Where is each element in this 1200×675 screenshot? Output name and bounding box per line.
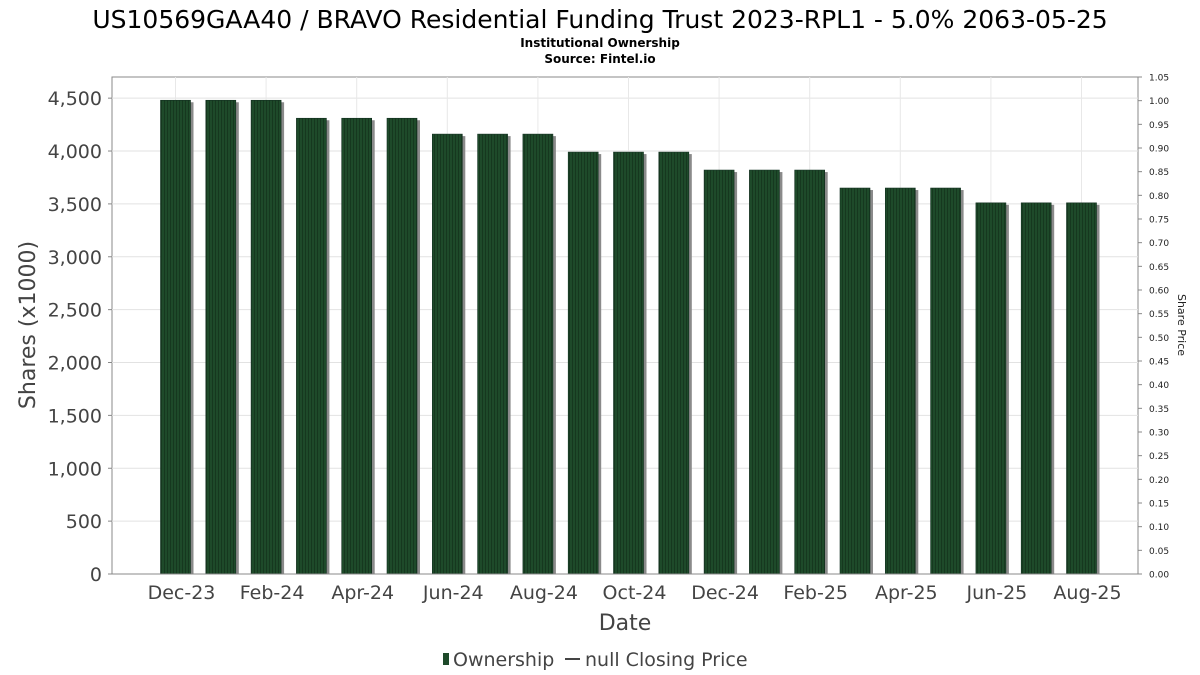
ownership-bar xyxy=(703,169,735,575)
ownership-bar xyxy=(341,117,373,575)
y2-tick-label: 0.40 xyxy=(1149,381,1169,391)
x-tick-label: Dec-23 xyxy=(148,582,216,604)
chart-subtitle-line-2: Source: Fintel.io xyxy=(544,52,655,66)
ownership-bar xyxy=(658,151,690,575)
y-tick-label: 500 xyxy=(66,511,102,533)
x-tick-label: Feb-25 xyxy=(783,582,848,604)
y2-tick-label: 0.15 xyxy=(1149,500,1169,510)
ownership-bar xyxy=(250,99,282,575)
ownership-bar xyxy=(884,187,916,575)
y-tick-label: 2,500 xyxy=(48,300,102,322)
legend-ownership-swatch xyxy=(443,653,449,665)
ownership-bar xyxy=(930,187,961,575)
y2-tick-label: 1.05 xyxy=(1149,74,1169,84)
y-tick-label: 1,000 xyxy=(48,458,102,480)
x-tick-label: Aug-25 xyxy=(1053,582,1121,604)
y2-tick-label: 0.25 xyxy=(1149,452,1169,462)
y2-tick-label: 0.45 xyxy=(1149,358,1169,368)
ownership-bar xyxy=(839,187,871,575)
x-tick-label: Aug-24 xyxy=(510,582,578,604)
y2-tick-label: 0.35 xyxy=(1149,405,1169,415)
y2-tick-label: 0.90 xyxy=(1149,145,1169,155)
x-tick-label: Apr-24 xyxy=(331,582,394,604)
ownership-bar xyxy=(477,133,508,575)
legend-ownership-label: Ownership xyxy=(453,649,554,671)
y2-tick-label: 0.55 xyxy=(1149,310,1169,320)
ownership-bar xyxy=(794,169,826,575)
y-tick-label: 1,500 xyxy=(48,405,102,427)
ownership-bar xyxy=(296,117,327,575)
ownership-bar xyxy=(522,133,554,575)
y2-tick-label: 0.30 xyxy=(1149,429,1169,439)
y2-tick-label: 0.65 xyxy=(1149,263,1169,273)
x-tick-label: Apr-25 xyxy=(875,582,938,604)
chart-title: US10569GAA40 / BRAVO Residential Funding… xyxy=(92,5,1107,34)
y2-tick-label: 0.05 xyxy=(1149,547,1169,557)
ownership-bar xyxy=(1020,202,1052,575)
y-axis: 0 500 1,000 1,500 2,000 2,500 3,000 3,500 4,000 4… xyxy=(48,88,112,586)
y2-axis-label: Share Price xyxy=(1175,294,1188,356)
y-tick-label: 4,500 xyxy=(48,88,102,110)
legend-closing-price-label: null Closing Price xyxy=(585,649,748,671)
x-axis-label: Date xyxy=(599,611,652,636)
y2-tick-label: 0.70 xyxy=(1149,239,1169,249)
y-axis-label: Shares (x1000) xyxy=(16,241,41,409)
y2-tick-label: 0.60 xyxy=(1149,287,1169,297)
x-tick-label: Oct-24 xyxy=(603,582,667,604)
y-tick-label: 3,500 xyxy=(48,194,102,216)
ownership-bar xyxy=(386,117,418,575)
y2-tick-label: 0.95 xyxy=(1149,121,1169,131)
y-tick-label: 0 xyxy=(90,564,102,586)
chart-subtitle-line-1: Institutional Ownership xyxy=(520,36,680,50)
y2-tick-label: 0.75 xyxy=(1149,216,1169,226)
legend: Ownership null Closing Price xyxy=(443,649,748,671)
y2-tick-label: 1.00 xyxy=(1149,97,1169,107)
y2-tick-label: 0.80 xyxy=(1149,192,1169,202)
ownership-bars xyxy=(160,99,1100,575)
y-tick-label: 3,000 xyxy=(48,247,102,269)
y2-tick-label: 0.85 xyxy=(1149,168,1169,178)
y2-tick-label: 0.00 xyxy=(1149,571,1169,581)
ownership-bar xyxy=(613,151,644,575)
y2-tick-label: 0.50 xyxy=(1149,334,1169,344)
y2-axis: 0.00 0.05 0.10 0.15 0.20 0.25 0.30 0.35 0.40 0.45… xyxy=(1138,74,1169,581)
y-tick-label: 4,000 xyxy=(48,141,102,163)
y2-tick-label: 0.20 xyxy=(1149,476,1169,486)
ownership-bar xyxy=(205,99,237,575)
x-tick-label: Jun-25 xyxy=(966,582,1028,604)
ownership-bar xyxy=(1066,202,1097,575)
ownership-bar xyxy=(975,202,1007,575)
x-tick-label: Jun-24 xyxy=(422,582,484,604)
ownership-bar xyxy=(160,99,191,575)
x-tick-label: Dec-24 xyxy=(691,582,759,604)
ownership-bar xyxy=(749,169,780,575)
y2-tick-label: 0.10 xyxy=(1149,523,1169,533)
x-tick-label: Feb-24 xyxy=(240,582,305,604)
x-axis: Dec-23 Feb-24 Apr-24 Jun-24 Aug-24 Oct-24 Dec-… xyxy=(112,573,1138,604)
y-tick-label: 2,000 xyxy=(48,353,102,375)
ownership-bar xyxy=(431,133,463,575)
ownership-bar xyxy=(567,151,599,575)
